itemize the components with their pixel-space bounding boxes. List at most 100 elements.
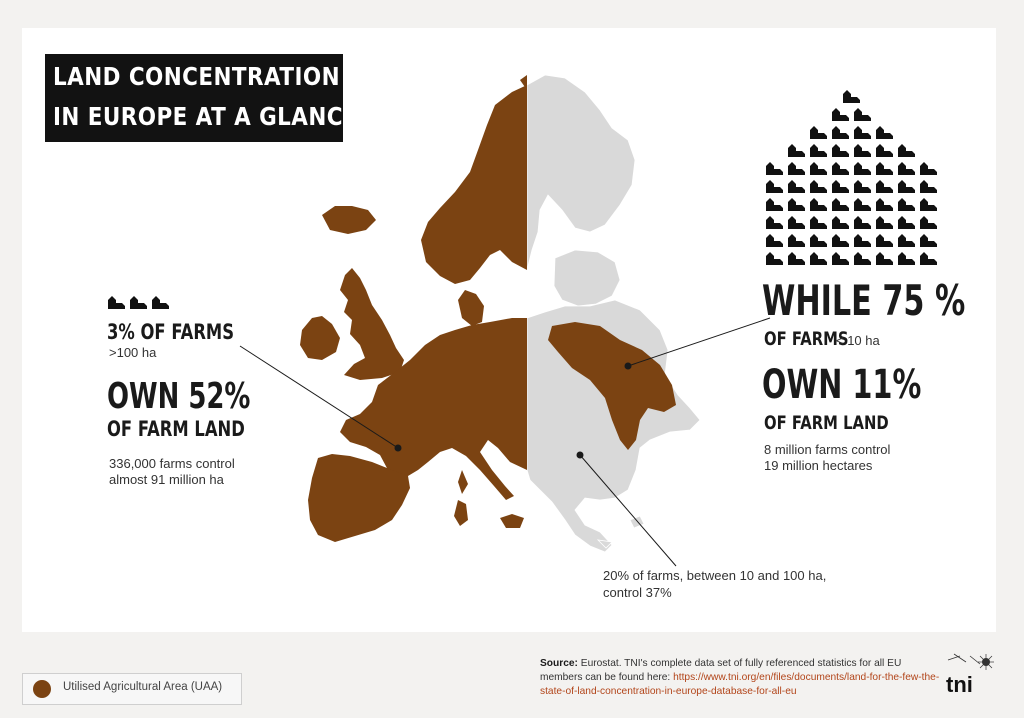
farm-building-icon	[788, 144, 805, 157]
right-headline: WHILE 75 %	[762, 276, 966, 325]
farm-building-icon	[920, 234, 937, 247]
farm-building-icon	[766, 234, 783, 247]
farm-building-icon	[832, 180, 849, 193]
farm-building-icon	[788, 180, 805, 193]
map-legend: Utilised Agricultural Area (UAA)	[22, 673, 242, 705]
farm-building-icon	[854, 216, 871, 229]
farm-building-icon	[810, 198, 827, 211]
farm-building-icon	[843, 90, 860, 103]
farm-building-icon	[788, 234, 805, 247]
title-line-1: LAND CONCENTRATION	[53, 62, 341, 91]
right-size-note: < 10 ha	[836, 333, 880, 348]
farm-building-icon	[854, 144, 871, 157]
right-own-line: OWN 11%	[762, 362, 922, 408]
farm-building-icon	[810, 252, 827, 265]
source-link[interactable]: https://www.tni.org/en/files/documents/l…	[540, 672, 940, 697]
farm-building-icon	[854, 180, 871, 193]
farm-building-icon	[854, 162, 871, 175]
legend-label: Utilised Agricultural Area (UAA)	[63, 681, 223, 693]
farm-building-icon	[854, 252, 871, 265]
farm-building-icon	[876, 180, 893, 193]
leader-dot-left	[394, 444, 402, 452]
farm-building-icon	[876, 234, 893, 247]
left-farm-icon-row	[108, 296, 169, 309]
left-own-sub: OF FARM LAND	[107, 417, 245, 441]
farm-building-icon	[788, 216, 805, 229]
farm-building-icon	[788, 162, 805, 175]
farm-building-icon	[152, 296, 169, 309]
right-farms-label: OF FARMS	[764, 328, 849, 350]
farm-building-icon	[766, 162, 783, 175]
farm-building-icon	[832, 126, 849, 139]
farm-building-icon	[920, 252, 937, 265]
left-size-note: >100 ha	[109, 345, 157, 360]
farm-building-icon	[766, 180, 783, 193]
farm-building-icon	[810, 126, 827, 139]
title-line-2: IN EUROPE AT A GLANCE	[53, 102, 359, 131]
source-head: Source:	[540, 658, 578, 669]
farm-building-icon	[108, 296, 125, 309]
tni-logo: tni	[946, 653, 994, 697]
right-farm-icon-pyramid	[766, 90, 937, 265]
left-detail-2: almost 91 million ha	[109, 472, 224, 487]
left-own-line: OWN 52%	[107, 376, 251, 417]
farm-building-icon	[898, 216, 915, 229]
leader-dot-right	[624, 362, 632, 370]
leader-dot-middle	[576, 451, 584, 459]
leader-line-right	[627, 317, 771, 367]
farm-building-icon	[788, 198, 805, 211]
farm-building-icon	[810, 234, 827, 247]
farm-building-icon	[876, 162, 893, 175]
farm-building-icon	[832, 234, 849, 247]
farm-building-icon	[854, 198, 871, 211]
farm-building-icon	[832, 108, 849, 121]
farm-building-icon	[810, 180, 827, 193]
farm-building-icon	[920, 180, 937, 193]
farm-building-icon	[876, 216, 893, 229]
farm-building-icon	[854, 108, 871, 121]
leader-line-middle	[579, 454, 677, 567]
right-detail-2: 19 million hectares	[764, 458, 873, 473]
farm-building-icon	[854, 234, 871, 247]
uaa-dot-icon	[33, 680, 51, 698]
source-text: Eurostat. TNI's complete data set of ful…	[540, 658, 902, 683]
map-uaa-half	[300, 75, 527, 542]
left-headline: 3% OF FARMS	[107, 320, 235, 344]
farm-building-icon	[832, 198, 849, 211]
farm-building-icon	[832, 252, 849, 265]
farm-building-icon	[832, 162, 849, 175]
farm-building-icon	[898, 234, 915, 247]
farm-building-icon	[810, 162, 827, 175]
farm-building-icon	[920, 198, 937, 211]
right-own-sub: OF FARM LAND	[764, 412, 889, 434]
source-note: Source: Eurostat. TNI's complete data se…	[540, 657, 940, 699]
farm-building-icon	[876, 144, 893, 157]
left-detail-1: 336,000 farms control	[109, 456, 235, 471]
farm-building-icon	[766, 198, 783, 211]
farm-building-icon	[898, 252, 915, 265]
farm-building-icon	[898, 144, 915, 157]
middle-stat-line-1: 20% of farms, between 10 and 100 ha,	[603, 568, 827, 583]
farm-building-icon	[832, 144, 849, 157]
right-detail-1: 8 million farms control	[764, 442, 891, 457]
tni-logo-text: tni	[946, 672, 973, 697]
farm-building-icon	[876, 252, 893, 265]
map-highlight-region	[548, 322, 676, 450]
farm-building-icon	[876, 126, 893, 139]
farm-building-icon	[854, 126, 871, 139]
middle-stat-line-2: control 37%	[603, 585, 672, 600]
farm-building-icon	[810, 216, 827, 229]
title-box: LAND CONCENTRATION IN EUROPE AT A GLANCE	[45, 54, 358, 142]
map-gray-half	[527, 74, 701, 553]
farm-building-icon	[766, 216, 783, 229]
farm-building-icon	[920, 162, 937, 175]
farm-building-icon	[130, 296, 147, 309]
farm-building-icon	[920, 216, 937, 229]
leader-line-left	[239, 345, 399, 449]
farm-building-icon	[876, 198, 893, 211]
farm-building-icon	[832, 216, 849, 229]
farm-building-icon	[898, 198, 915, 211]
farm-building-icon	[898, 180, 915, 193]
farm-building-icon	[898, 162, 915, 175]
